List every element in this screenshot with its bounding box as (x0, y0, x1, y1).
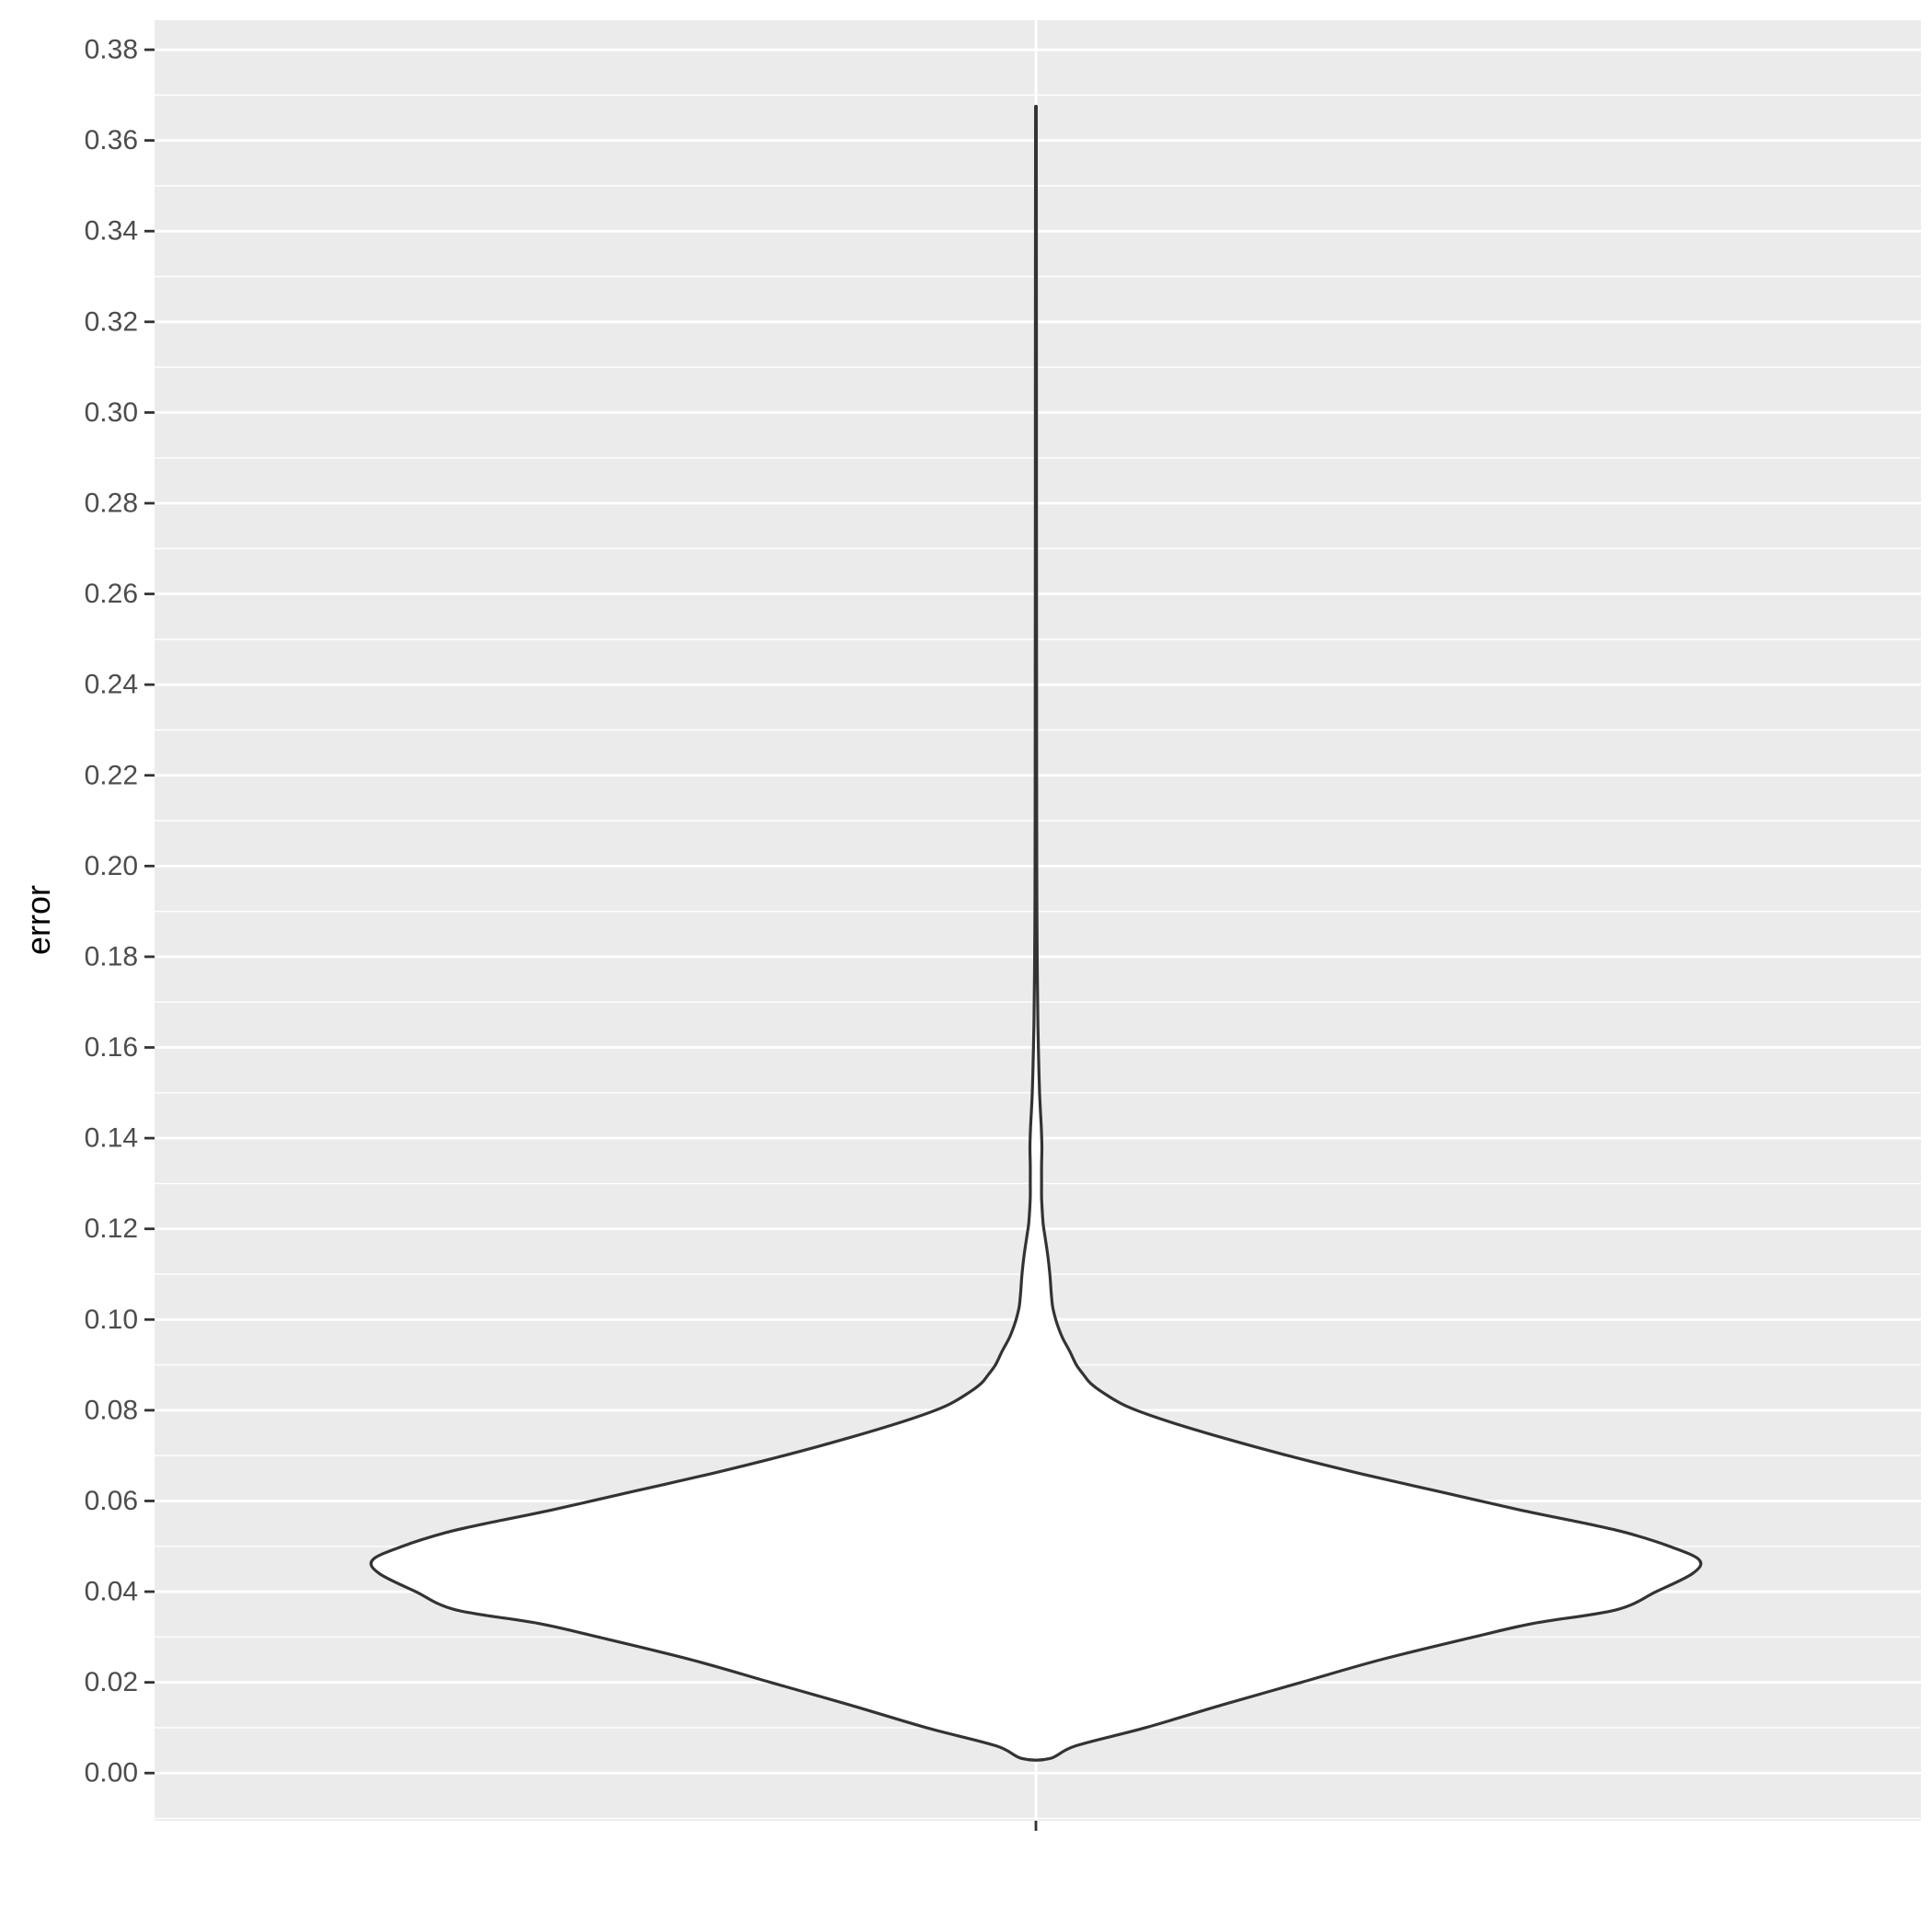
y-tick-label: 0.00 (85, 1758, 138, 1788)
y-axis-title: error (19, 885, 57, 955)
y-tick-label: 0.18 (85, 941, 138, 972)
y-tick-label: 0.02 (85, 1667, 138, 1697)
y-tick-label: 0.26 (85, 579, 138, 609)
y-tick-label: 0.12 (85, 1213, 138, 1244)
y-tick-label: 0.04 (85, 1577, 138, 1607)
y-tick-label: 0.06 (85, 1486, 138, 1516)
y-tick-label: 0.08 (85, 1395, 138, 1425)
y-tick-label: 0.16 (85, 1032, 138, 1063)
y-tick-label: 0.38 (85, 35, 138, 65)
y-tick-label: 0.36 (85, 125, 138, 155)
y-tick-label: 0.10 (85, 1305, 138, 1335)
y-tick-label: 0.20 (85, 851, 138, 881)
y-tick-label: 0.22 (85, 760, 138, 790)
y-tick-label: 0.32 (85, 306, 138, 337)
y-axis: 0.00 0.02 0.04 0.06 0.08 0.10 0.12 0.14 0.16 0.18… (85, 35, 155, 1788)
y-tick-label: 0.28 (85, 488, 138, 518)
y-tick-label: 0.30 (85, 397, 138, 428)
violin-shape (369, 105, 1703, 1762)
y-tick-label: 0.34 (85, 216, 138, 247)
y-tick-label: 0.24 (85, 670, 138, 700)
y-tick-label: 0.14 (85, 1123, 138, 1154)
